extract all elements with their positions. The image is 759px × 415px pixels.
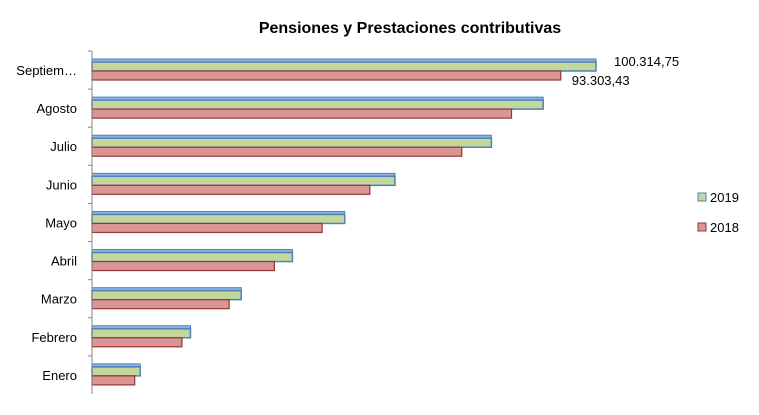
bar-2019-7 xyxy=(91,99,544,110)
bar-2019-6 xyxy=(91,137,493,148)
bar-2018-7 xyxy=(91,108,513,119)
bar-2018-0 xyxy=(91,375,136,386)
bar-2019-2 xyxy=(91,289,242,301)
legend-label-2018: 2018 xyxy=(710,220,739,235)
category-label-4: Mayo xyxy=(45,215,77,230)
bar-2019-0 xyxy=(91,366,141,377)
bar-2019-3 xyxy=(91,251,294,263)
legend: 2019 2018 xyxy=(697,190,739,235)
category-tick-labels: Enero Febrero Marzo Abril Mayo Junio Julio Agos… xyxy=(16,63,77,383)
bar-2018-5 xyxy=(91,184,371,195)
legend-swatch-2019 xyxy=(697,192,707,202)
category-label-5: Junio xyxy=(46,177,77,192)
data-label-0: 100.314,75 xyxy=(614,54,679,69)
legend-label-2019: 2019 xyxy=(710,190,739,205)
bar-2018-1 xyxy=(91,337,183,348)
chart-title: Pensiones y Prestaciones contributivas xyxy=(259,20,561,37)
data-labels: 100.314,75 93.303,43 xyxy=(572,54,679,88)
legend-swatch-2018 xyxy=(697,222,707,232)
category-label-3: Abril xyxy=(51,254,77,269)
bars-layer xyxy=(91,58,597,386)
bar-2018-8 xyxy=(91,70,562,81)
bar-2018-2 xyxy=(91,299,230,310)
y-axis xyxy=(88,50,93,394)
bar-2018-4 xyxy=(91,222,323,234)
bar-2019-4 xyxy=(91,213,346,225)
bar-2019-1 xyxy=(91,328,192,339)
bar-2019-5 xyxy=(91,175,396,187)
category-label-8: Septiem… xyxy=(16,63,77,78)
bar-2018-3 xyxy=(91,260,275,272)
category-label-6: Julio xyxy=(50,139,77,154)
category-label-7: Agosto xyxy=(37,101,77,116)
category-label-1: Febrero xyxy=(31,330,77,345)
bar-2018-6 xyxy=(91,146,463,157)
category-label-0: Enero xyxy=(42,368,77,383)
category-label-2: Marzo xyxy=(41,292,77,307)
bar-2019-8 xyxy=(91,61,597,72)
data-label-1: 93.303,43 xyxy=(572,73,630,88)
